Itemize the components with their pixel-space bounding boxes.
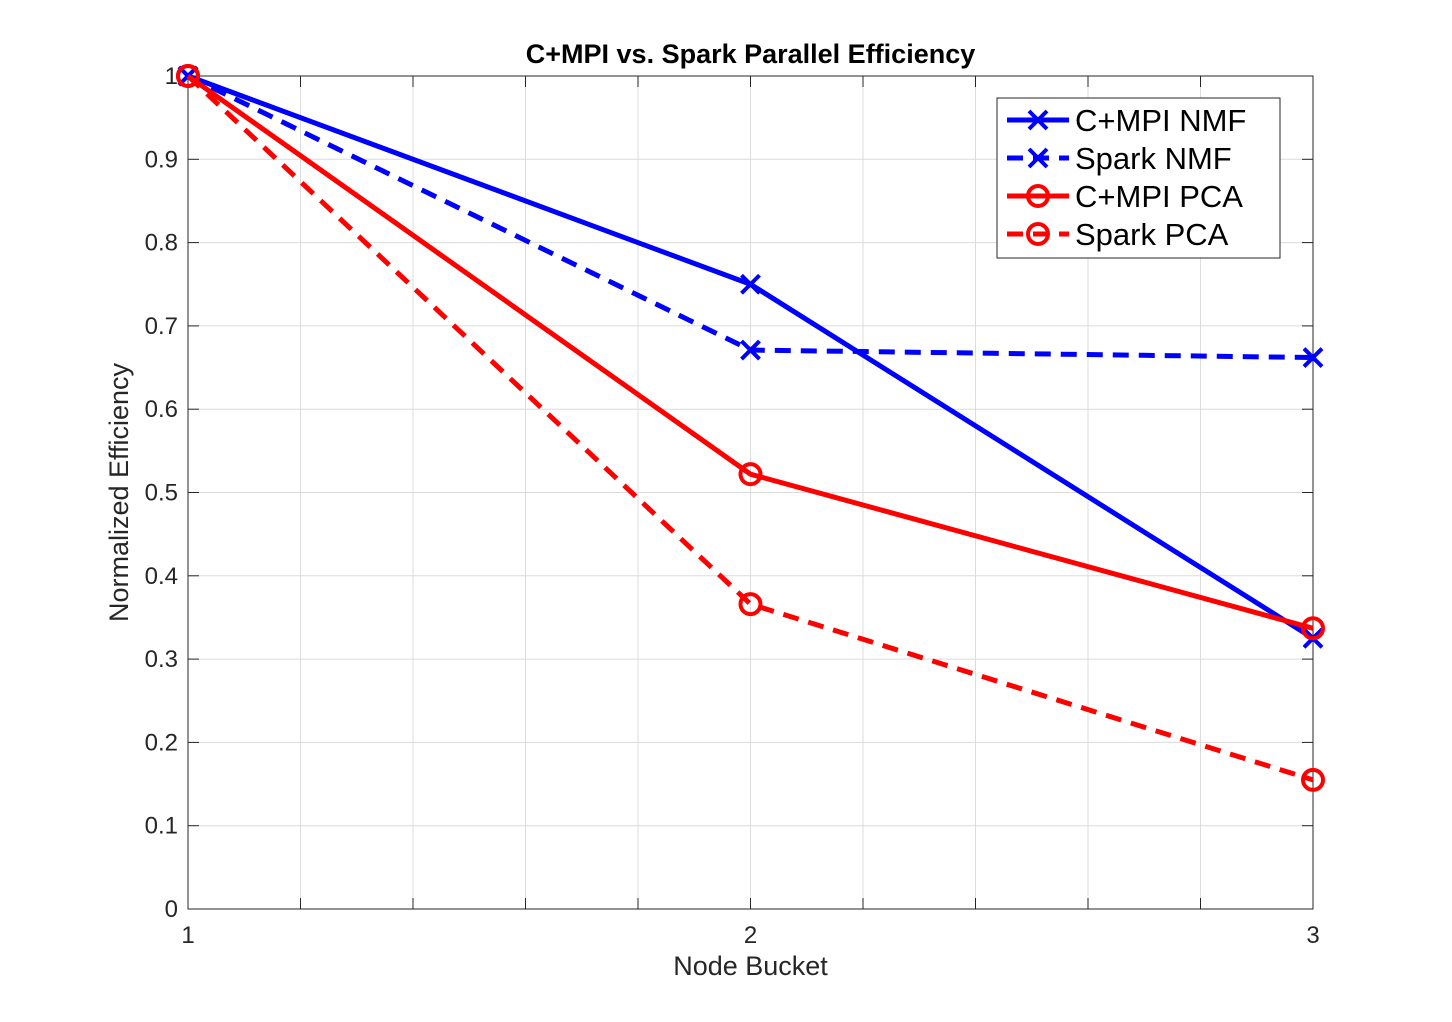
- marker-x-stroke: [1027, 109, 1049, 131]
- legend-entry: Spark PCA: [1007, 217, 1229, 252]
- legend-entry: Spark NMF: [1007, 141, 1232, 176]
- y-tick-label: 0.1: [145, 813, 178, 840]
- legend-entry: C+MPI PCA: [1007, 179, 1243, 214]
- y-tick-label: 0.7: [145, 313, 178, 340]
- x-tick-label: 3: [1306, 922, 1319, 949]
- y-tick-label: 0.3: [145, 646, 178, 673]
- marker-circle: [176, 64, 200, 88]
- marker-circle: [738, 462, 763, 487]
- x-tick-label: 2: [744, 922, 757, 949]
- series-lines: [176, 64, 1325, 792]
- legend-label: Spark NMF: [1075, 141, 1232, 176]
- legend-entry: C+MPI NMF: [1007, 103, 1246, 138]
- legend-label: C+MPI NMF: [1075, 103, 1246, 138]
- y-tick-label: 0.4: [145, 563, 178, 590]
- marker-circle: [1301, 767, 1325, 792]
- marker-x-stroke: [740, 339, 761, 361]
- y-axis-label: Normalized Efficiency: [104, 362, 134, 622]
- chart-title: C+MPI vs. Spark Parallel Efficiency: [526, 39, 975, 69]
- y-tick-label: 0.2: [145, 729, 178, 756]
- axis-ticks: 0 0.1 0.2 0.3 0.4 0.5 0.6 0.7 0.8 0.9 1 1 2 3: [145, 63, 1320, 949]
- legend-label: Spark PCA: [1075, 217, 1229, 252]
- marker-circle: [738, 592, 763, 617]
- marker-circle: [1301, 616, 1325, 641]
- series-line: [186, 73, 1314, 631]
- marker-x-stroke: [1302, 347, 1324, 368]
- x-tick-label: 1: [181, 922, 194, 949]
- series-spark-pca: [176, 64, 1325, 792]
- legend-label: C+MPI PCA: [1075, 179, 1243, 214]
- marker-x: [1302, 347, 1324, 368]
- y-tick-label: 1: [165, 63, 178, 90]
- marker-x: [740, 339, 761, 361]
- marker-x: [740, 273, 761, 295]
- y-tick-label: 0.5: [145, 480, 178, 507]
- marker-x: [1027, 109, 1049, 131]
- marker-x: [1027, 147, 1049, 169]
- marker-circle: [1026, 222, 1050, 246]
- y-tick-label: 0.9: [145, 146, 178, 173]
- marker-circle: [1026, 184, 1050, 208]
- y-tick-label: 0.8: [145, 230, 178, 257]
- y-tick-label: 0: [165, 896, 178, 923]
- x-axis-label: Node Bucket: [673, 951, 828, 981]
- y-tick-label: 0.6: [145, 396, 178, 423]
- marker-x-stroke: [740, 273, 761, 295]
- marker-x-stroke: [1027, 147, 1049, 169]
